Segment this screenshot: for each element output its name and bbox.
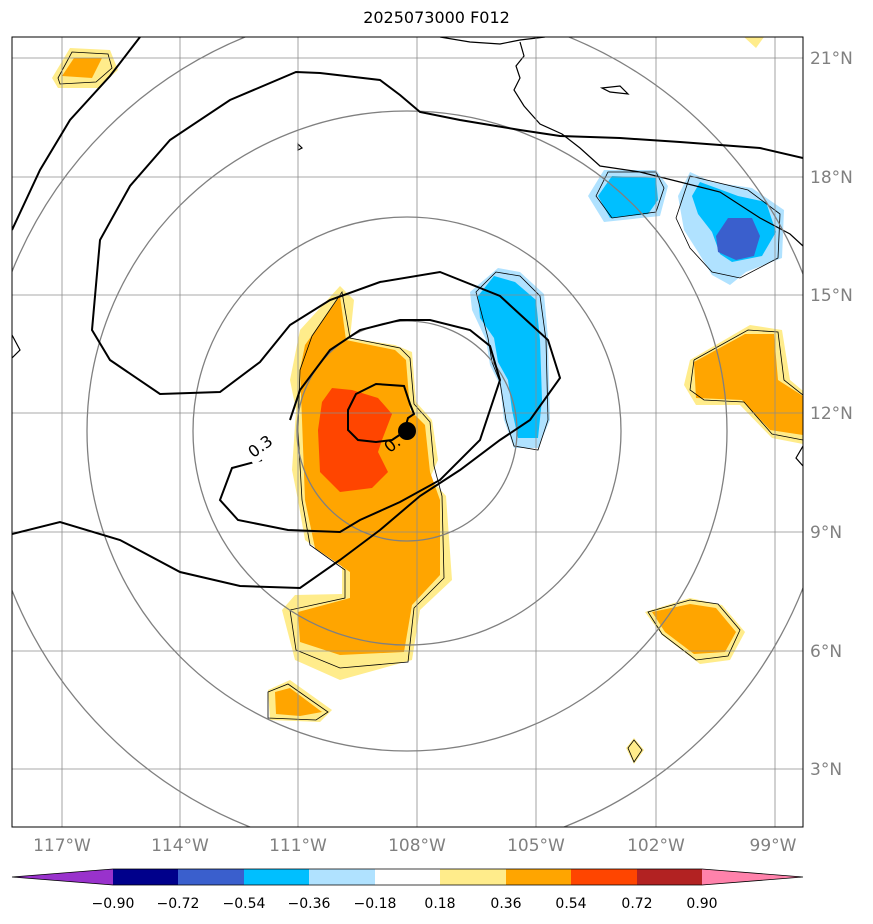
fill-orange-ne	[694, 334, 803, 435]
colorbar-tick-label: 0.72	[621, 896, 652, 912]
colorbar-segment	[702, 869, 803, 885]
lon-label: 102°W	[627, 836, 685, 856]
colorbar-tick-label: −0.72	[157, 896, 200, 912]
lon-label: 99°W	[750, 836, 797, 856]
colorbar-tick-label: −0.90	[92, 896, 135, 912]
lat-label: 18°N	[810, 168, 853, 188]
colorbar-tick-label: −0.54	[223, 896, 266, 912]
colorbar-tick-label: −0.18	[354, 896, 397, 912]
colorbar-outline	[11, 868, 804, 886]
lon-label: 105°W	[507, 836, 565, 856]
fill-blue-center	[478, 276, 542, 438]
lat-label: 15°N	[810, 286, 853, 306]
map-plot-area: 0.3 0.	[12, 37, 803, 827]
island-revillagigedo	[599, 85, 630, 95]
colorbar-segment	[309, 869, 375, 885]
graticule	[12, 37, 803, 827]
plot-frame	[11, 36, 804, 828]
lat-label: 3°N	[810, 760, 842, 780]
colorbar-tick-label: 0.36	[490, 896, 521, 912]
colorbar-segment	[178, 869, 244, 885]
colorbar-tick-label: 0.90	[686, 896, 717, 912]
lat-label: 21°N	[810, 49, 853, 69]
contour-0.3	[218, 319, 502, 534]
lon-tick-labels: 117°W 114°W 111°W 108°W 105°W 102°W 99°W	[33, 836, 797, 856]
coastline-mexico	[439, 37, 546, 45]
lat-label: 9°N	[810, 523, 842, 543]
colorbar-tick-label: 0.18	[424, 896, 455, 912]
lon-label: 111°W	[269, 836, 327, 856]
fill-royal-blue	[716, 218, 760, 260]
colorbar-tick-label: −0.36	[288, 896, 331, 912]
colorbar: −0.90 −0.72 −0.54 −0.36 −0.18 0.18 0.36 …	[11, 868, 804, 912]
lat-label: 12°N	[810, 404, 853, 424]
lon-label: 117°W	[33, 836, 91, 856]
fill-red-orange-core	[318, 388, 392, 492]
fill-orange-sw	[275, 688, 322, 716]
fill-orange-e	[652, 604, 736, 654]
colorbar-segment	[244, 869, 309, 885]
island-small	[297, 142, 304, 151]
lat-label: 6°N	[810, 642, 842, 662]
colorbar-segment	[506, 869, 571, 885]
fill-yellow-top	[744, 37, 764, 48]
coastline-left	[12, 334, 21, 359]
storm-center-marker	[398, 422, 416, 440]
colorbar-ticks: −0.90 −0.72 −0.54 −0.36 −0.18 0.18 0.36 …	[92, 896, 718, 912]
colorbar-segment	[637, 869, 702, 885]
contour-inner	[347, 382, 416, 444]
coastline-baja	[513, 41, 803, 247]
lon-label: 114°W	[151, 836, 209, 856]
lat-tick-labels: 21°N 18°N 15°N 12°N 9°N 6°N 3°N	[810, 49, 853, 780]
colorbar-segment	[571, 869, 637, 885]
contour-outer	[12, 37, 803, 590]
coastlines	[12, 37, 803, 467]
lon-label: 108°W	[388, 836, 446, 856]
map-title: 2025073000 F012	[363, 8, 510, 27]
colorbar-segment	[440, 869, 506, 885]
fill-orange-nw	[62, 58, 102, 78]
colorbar-segment	[113, 869, 178, 885]
thick-contours	[12, 37, 803, 590]
coastline-right	[795, 445, 803, 467]
colorbar-segment	[375, 869, 440, 885]
colorbar-segment	[12, 869, 113, 885]
colorbar-tick-label: 0.54	[555, 896, 586, 912]
